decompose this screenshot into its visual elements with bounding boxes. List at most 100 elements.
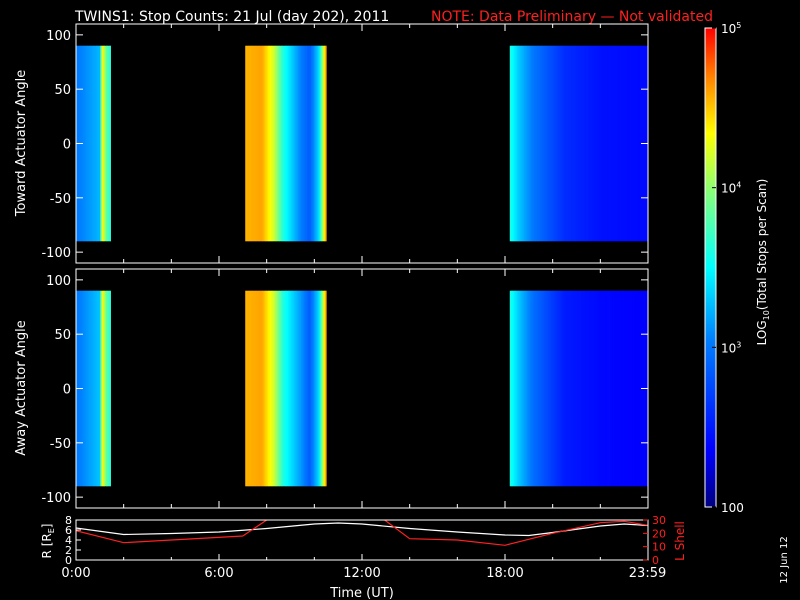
heatmap-column <box>549 290 552 487</box>
heatmap-column <box>269 45 272 242</box>
heatmap-column <box>248 290 250 487</box>
heatmap-column <box>541 45 544 242</box>
heatmap-column <box>629 290 632 487</box>
colorbar-tick-label: 103 <box>721 340 741 355</box>
heatmap-column <box>629 45 632 242</box>
y-tick-label: -50 <box>50 192 71 207</box>
y-tick-label: 100 <box>46 274 71 289</box>
heatmap-column <box>325 290 327 487</box>
heatmap-column <box>518 290 521 487</box>
heatmap-column <box>574 45 576 242</box>
heatmap-column <box>582 45 585 242</box>
heatmap-column <box>632 45 635 242</box>
heatmap-column <box>607 290 609 487</box>
heatmap-column <box>568 45 571 242</box>
away-panel: -100 -50 0 50 100 Away Actuator Angle <box>14 268 649 509</box>
heatmap-column <box>538 45 541 242</box>
l-shell-tick-label: 0 <box>652 554 659 567</box>
heatmap-column <box>311 290 313 487</box>
heatmap-column <box>588 290 591 487</box>
heatmap-column <box>255 45 258 242</box>
chart-title: TWINS1: Stop Counts: 21 Jul (day 202), 2… <box>74 9 389 25</box>
heatmap-column <box>249 290 252 487</box>
heatmap-column <box>303 290 306 487</box>
heatmap-column <box>621 290 624 487</box>
heatmap-column <box>582 290 585 487</box>
heatmap-column <box>544 290 546 487</box>
heatmap-column <box>569 45 572 242</box>
heatmap-column <box>278 290 280 487</box>
heatmap-column <box>597 45 599 242</box>
heatmap-column <box>509 45 512 242</box>
colorbar-gradient <box>704 27 717 508</box>
heatmap-column <box>293 45 296 242</box>
heatmap-column <box>292 290 295 487</box>
heatmap-column <box>634 45 637 242</box>
heatmap-column <box>252 45 255 242</box>
heatmap-column <box>569 290 572 487</box>
heatmap-column <box>516 45 519 242</box>
heatmap-column <box>90 45 93 242</box>
time-tick-label: 18:00 <box>486 566 523 581</box>
heatmap-column <box>280 290 283 487</box>
heatmap-column <box>303 45 306 242</box>
r-axis-label: R [RE] <box>40 524 56 559</box>
heatmap-column <box>519 45 522 242</box>
heatmap-column <box>286 290 289 487</box>
heatmap-column <box>325 45 327 242</box>
heatmap-column <box>604 45 606 242</box>
colorbar-label: LOG10(Total Stops per Scan) <box>755 179 771 346</box>
heatmap-column <box>258 45 260 242</box>
heatmap-column <box>265 45 268 242</box>
heatmap-column <box>300 45 303 242</box>
heatmap-column <box>588 45 591 242</box>
heatmap-column <box>98 290 101 487</box>
heatmap-column <box>578 290 581 487</box>
colorbar: 105 104 103 100 LOG10(Total Stops per Scan) <box>704 21 771 515</box>
heatmap-column <box>270 45 273 242</box>
heatmap-column <box>110 290 111 487</box>
heatmap-column <box>638 290 641 487</box>
heatmap-column <box>617 45 619 242</box>
heatmap-column <box>614 45 616 242</box>
heatmap-column <box>551 45 554 242</box>
heatmap-column <box>565 45 568 242</box>
heatmap-column <box>554 45 556 242</box>
heatmap-column <box>544 45 546 242</box>
heatmap-column <box>524 290 526 487</box>
heatmap-column <box>269 290 272 487</box>
heatmap-column <box>101 45 104 242</box>
y-tick-label: 0 <box>63 138 71 153</box>
r-tick-label: 8 <box>65 514 72 527</box>
colorbar-ticks: 105 104 103 100 <box>712 21 744 515</box>
heatmap-column <box>624 45 626 242</box>
heatmap-column <box>564 290 566 487</box>
heatmap-column <box>552 45 555 242</box>
heatmap-column <box>585 290 588 487</box>
heatmap-column <box>248 45 250 242</box>
heatmap-column <box>592 45 595 242</box>
heatmap-column <box>515 45 518 242</box>
heatmap-column <box>607 45 609 242</box>
heatmap-column <box>521 45 524 242</box>
time-tick-label: 6:00 <box>204 566 233 581</box>
heatmap-column <box>637 290 639 487</box>
heatmap-column <box>622 290 625 487</box>
heatmap-column <box>108 290 111 487</box>
heatmap-column <box>524 45 526 242</box>
heatmap-column <box>526 290 529 487</box>
heatmap-interval-2 <box>245 45 327 242</box>
heatmap-column <box>539 290 542 487</box>
heatmap-column <box>586 290 589 487</box>
heatmap-column <box>273 45 276 242</box>
heatmap-column <box>315 45 318 242</box>
heatmap-column <box>598 45 601 242</box>
heatmap-column <box>639 45 642 242</box>
heatmap-column <box>546 45 549 242</box>
colorbar-tick-label: 104 <box>721 181 741 196</box>
heatmap-column <box>575 290 578 487</box>
l-shell-tick-label: 20 <box>652 527 666 540</box>
heatmap-column <box>532 45 535 242</box>
heatmap-column <box>566 45 569 242</box>
heatmap-column <box>555 45 558 242</box>
